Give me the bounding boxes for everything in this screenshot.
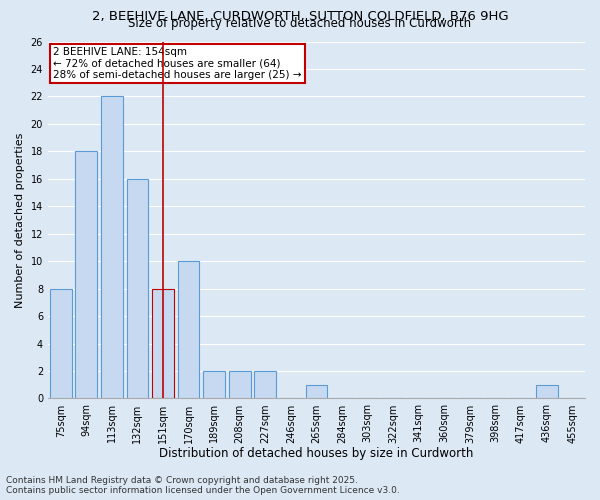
- Bar: [254, 371, 276, 398]
- Text: 2 BEEHIVE LANE: 154sqm
← 72% of detached houses are smaller (64)
28% of semi-det: 2 BEEHIVE LANE: 154sqm ← 72% of detached…: [53, 47, 302, 80]
- Bar: [152, 288, 174, 399]
- X-axis label: Distribution of detached houses by size in Curdworth: Distribution of detached houses by size …: [159, 447, 473, 460]
- Bar: [50, 288, 71, 399]
- Bar: [127, 179, 148, 398]
- Bar: [76, 152, 97, 398]
- Text: 2, BEEHIVE LANE, CURDWORTH, SUTTON COLDFIELD, B76 9HG: 2, BEEHIVE LANE, CURDWORTH, SUTTON COLDF…: [92, 10, 508, 23]
- Text: Size of property relative to detached houses in Curdworth: Size of property relative to detached ho…: [128, 18, 472, 30]
- Text: Contains HM Land Registry data © Crown copyright and database right 2025.
Contai: Contains HM Land Registry data © Crown c…: [6, 476, 400, 495]
- Bar: [101, 96, 123, 399]
- Y-axis label: Number of detached properties: Number of detached properties: [15, 132, 25, 308]
- Bar: [203, 371, 225, 398]
- Bar: [305, 384, 328, 398]
- Bar: [536, 384, 557, 398]
- Bar: [178, 261, 199, 398]
- Bar: [229, 371, 251, 398]
